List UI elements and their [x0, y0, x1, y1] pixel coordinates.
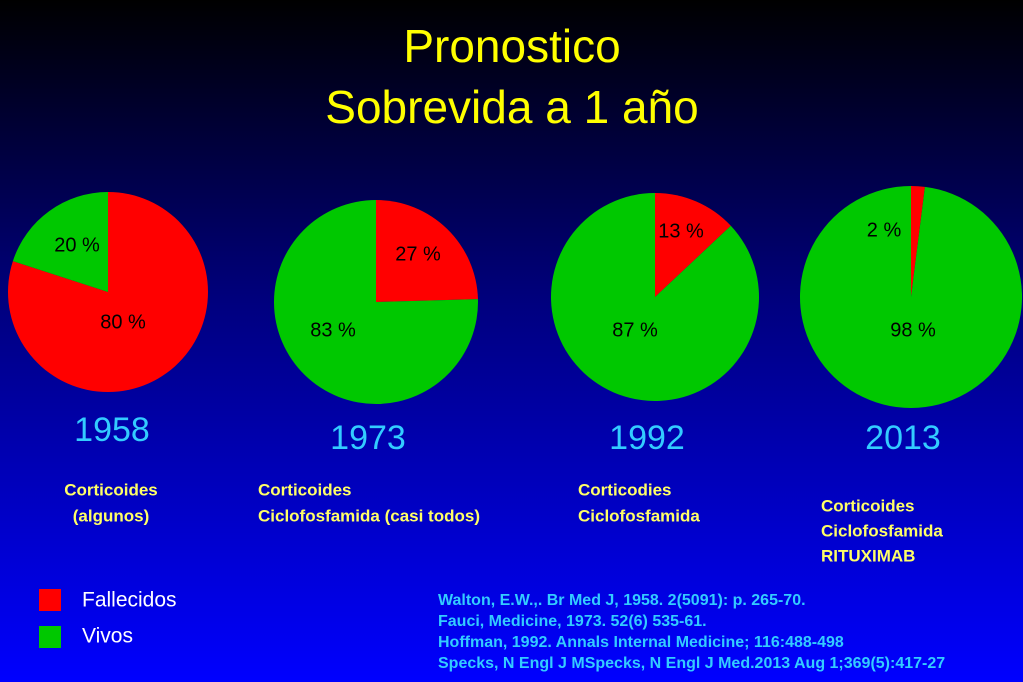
title-line: Pronostico	[403, 20, 620, 72]
reference: Hoffman, 1992. Annals Internal Medicine;…	[438, 634, 844, 651]
pie-slice	[7, 192, 209, 392]
pie-slice	[800, 186, 1022, 408]
treatment-note: Corticoides	[258, 480, 352, 499]
pie-slice	[911, 186, 925, 297]
year-label: 1973	[330, 419, 406, 457]
value-label: 20 %	[54, 234, 100, 256]
year-label: 1992	[609, 419, 685, 457]
legend-label: Vivos	[82, 625, 133, 648]
value-label: 80 %	[100, 311, 146, 333]
treatment-note: Corticoides	[64, 480, 158, 499]
treatment-note: Ciclofosfamida	[578, 506, 700, 525]
pie-slice	[551, 193, 759, 401]
value-label: 13 %	[658, 220, 704, 242]
legend-swatch	[39, 589, 61, 611]
reference: Specks, N Engl J MSpecks, N Engl J Med.2…	[438, 655, 945, 672]
treatment-note: RITUXIMAB	[821, 546, 915, 565]
pie-slice	[376, 200, 478, 302]
treatment-note: Ciclofosfamida	[821, 521, 943, 540]
pie-slice	[655, 193, 731, 297]
value-label: 2 %	[867, 219, 902, 241]
reference: Walton, E.W.,. Br Med J, 1958. 2(5091): …	[438, 592, 806, 609]
legend-label: Fallecidos	[82, 589, 177, 612]
pie-slice	[273, 200, 479, 405]
treatment-note: Ciclofosfamida (casi todos)	[258, 506, 480, 525]
value-label: 83 %	[310, 319, 356, 341]
value-label: 87 %	[612, 319, 658, 341]
year-label: 2013	[865, 419, 941, 457]
treatment-note: (algunos)	[73, 506, 150, 525]
pie-slice	[12, 192, 108, 292]
legend-swatch	[39, 626, 61, 648]
value-label: 27 %	[395, 243, 441, 265]
reference: Fauci, Medicine, 1973. 52(6) 535-61.	[438, 613, 707, 630]
title-line: Sobrevida a 1 año	[325, 81, 698, 133]
treatment-note: Corticoides	[821, 496, 915, 515]
value-label: 98 %	[890, 319, 936, 341]
year-label: 1958	[74, 411, 150, 449]
treatment-note: Corticodies	[578, 480, 672, 499]
